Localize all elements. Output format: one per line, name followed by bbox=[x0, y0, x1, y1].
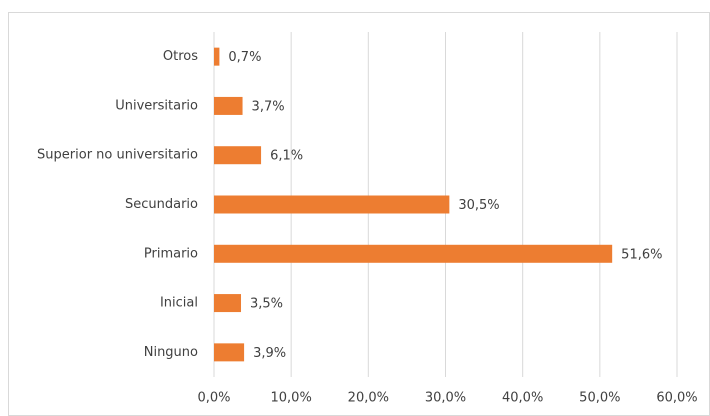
bar bbox=[214, 294, 242, 313]
data-label: 0,7% bbox=[228, 50, 261, 65]
x-tick-label: 60,0% bbox=[656, 391, 697, 406]
y-tick-label: Inicial bbox=[160, 296, 198, 311]
bar bbox=[214, 244, 613, 263]
x-tick-label: 50,0% bbox=[579, 391, 620, 406]
x-tick-label: 0,0% bbox=[197, 391, 230, 406]
bar bbox=[214, 96, 243, 115]
x-tick-label: 10,0% bbox=[271, 391, 312, 406]
bar bbox=[214, 195, 450, 214]
data-label: 3,7% bbox=[252, 99, 285, 114]
y-tick-label: Primario bbox=[144, 246, 198, 261]
bar bbox=[214, 146, 262, 165]
y-tick-label: Secundario bbox=[125, 197, 198, 212]
y-tick-label: Superior no universitario bbox=[37, 148, 198, 163]
x-tick-label: 20,0% bbox=[348, 391, 389, 406]
y-tick-label: Universitario bbox=[115, 98, 198, 113]
bar bbox=[214, 47, 220, 66]
y-tick-label: Ninguno bbox=[144, 345, 198, 360]
data-label: 51,6% bbox=[621, 247, 662, 262]
data-label: 3,5% bbox=[250, 297, 283, 312]
bar bbox=[214, 343, 245, 362]
data-label: 6,1% bbox=[270, 149, 303, 164]
data-label: 30,5% bbox=[458, 198, 499, 213]
x-tick-label: 40,0% bbox=[502, 391, 543, 406]
y-tick-label: Otros bbox=[163, 49, 198, 64]
data-label: 3,9% bbox=[253, 346, 286, 361]
chart-frame bbox=[8, 12, 710, 416]
x-tick-label: 30,0% bbox=[425, 391, 466, 406]
